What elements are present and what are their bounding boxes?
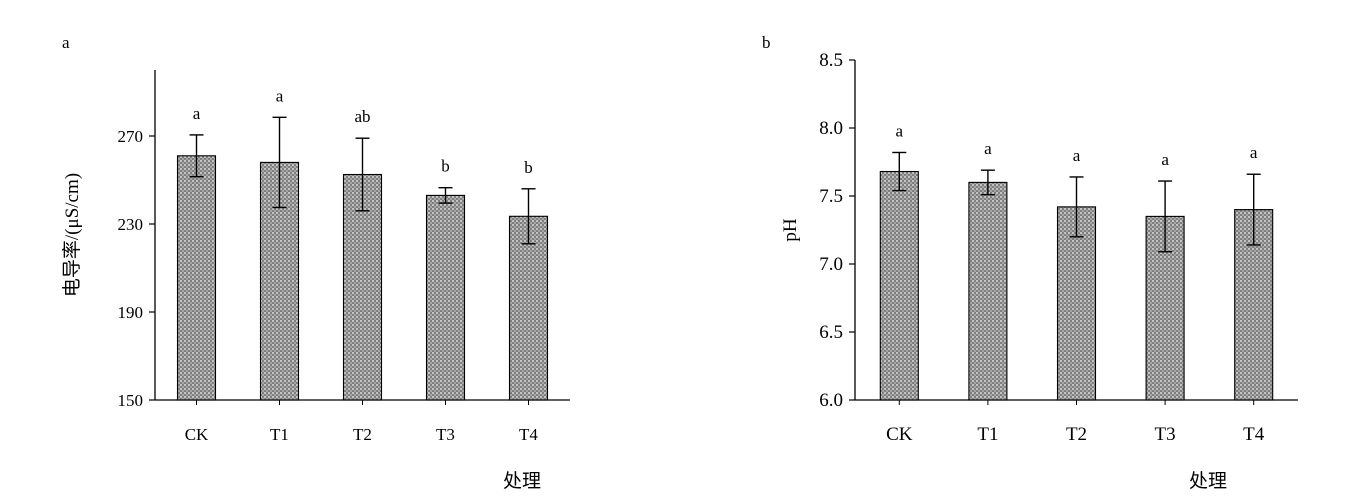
x-tick-label: CK (886, 424, 913, 445)
bar (1056, 206, 1097, 401)
significance-label: a (1161, 150, 1169, 169)
x-axis-title: 处理 (503, 470, 541, 492)
significance-label: a (896, 121, 904, 140)
bar (342, 173, 383, 401)
bar (879, 170, 919, 401)
significance-label: b (524, 158, 533, 177)
significance-label: a (276, 86, 284, 105)
y-tick-label: 270 (118, 127, 144, 146)
y-tick-label: 150 (118, 391, 144, 410)
y-tick-label: 230 (118, 215, 144, 234)
bar (425, 194, 466, 401)
significance-label: a (1250, 143, 1258, 162)
significance-label: a (1073, 146, 1081, 165)
x-tick-label: T3 (1155, 424, 1176, 445)
significance-label: a (193, 104, 201, 123)
y-tick-label: 6.5 (819, 322, 843, 343)
panel-label: b (762, 33, 771, 52)
x-tick-label: T3 (436, 425, 455, 444)
x-tick-label: T2 (1066, 424, 1087, 445)
significance-label: a (984, 139, 992, 158)
x-tick-label: T1 (270, 425, 289, 444)
x-axis-title: 处理 (1189, 470, 1227, 492)
x-tick-label: T4 (1243, 424, 1265, 445)
significance-label: ab (354, 107, 370, 126)
y-tick-label: 8.5 (819, 50, 843, 71)
panel-label: a (62, 33, 70, 52)
x-tick-label: T4 (519, 425, 538, 444)
significance-label: b (441, 157, 450, 176)
y-tick-label: 7.0 (819, 254, 843, 275)
y-tick-label: 7.5 (819, 186, 843, 207)
x-tick-label: T2 (353, 425, 372, 444)
bar (968, 181, 1008, 401)
y-axis-title: 电导率/(μS/cm) (61, 173, 83, 297)
y-tick-label: 8.0 (819, 118, 843, 139)
y-axis-title: pH (780, 218, 801, 242)
x-tick-label: CK (185, 425, 209, 444)
x-tick-label: T1 (977, 424, 998, 445)
y-tick-label: 6.0 (819, 390, 843, 411)
y-tick-label: 190 (118, 303, 144, 322)
bar (508, 215, 549, 401)
bar (176, 155, 217, 401)
